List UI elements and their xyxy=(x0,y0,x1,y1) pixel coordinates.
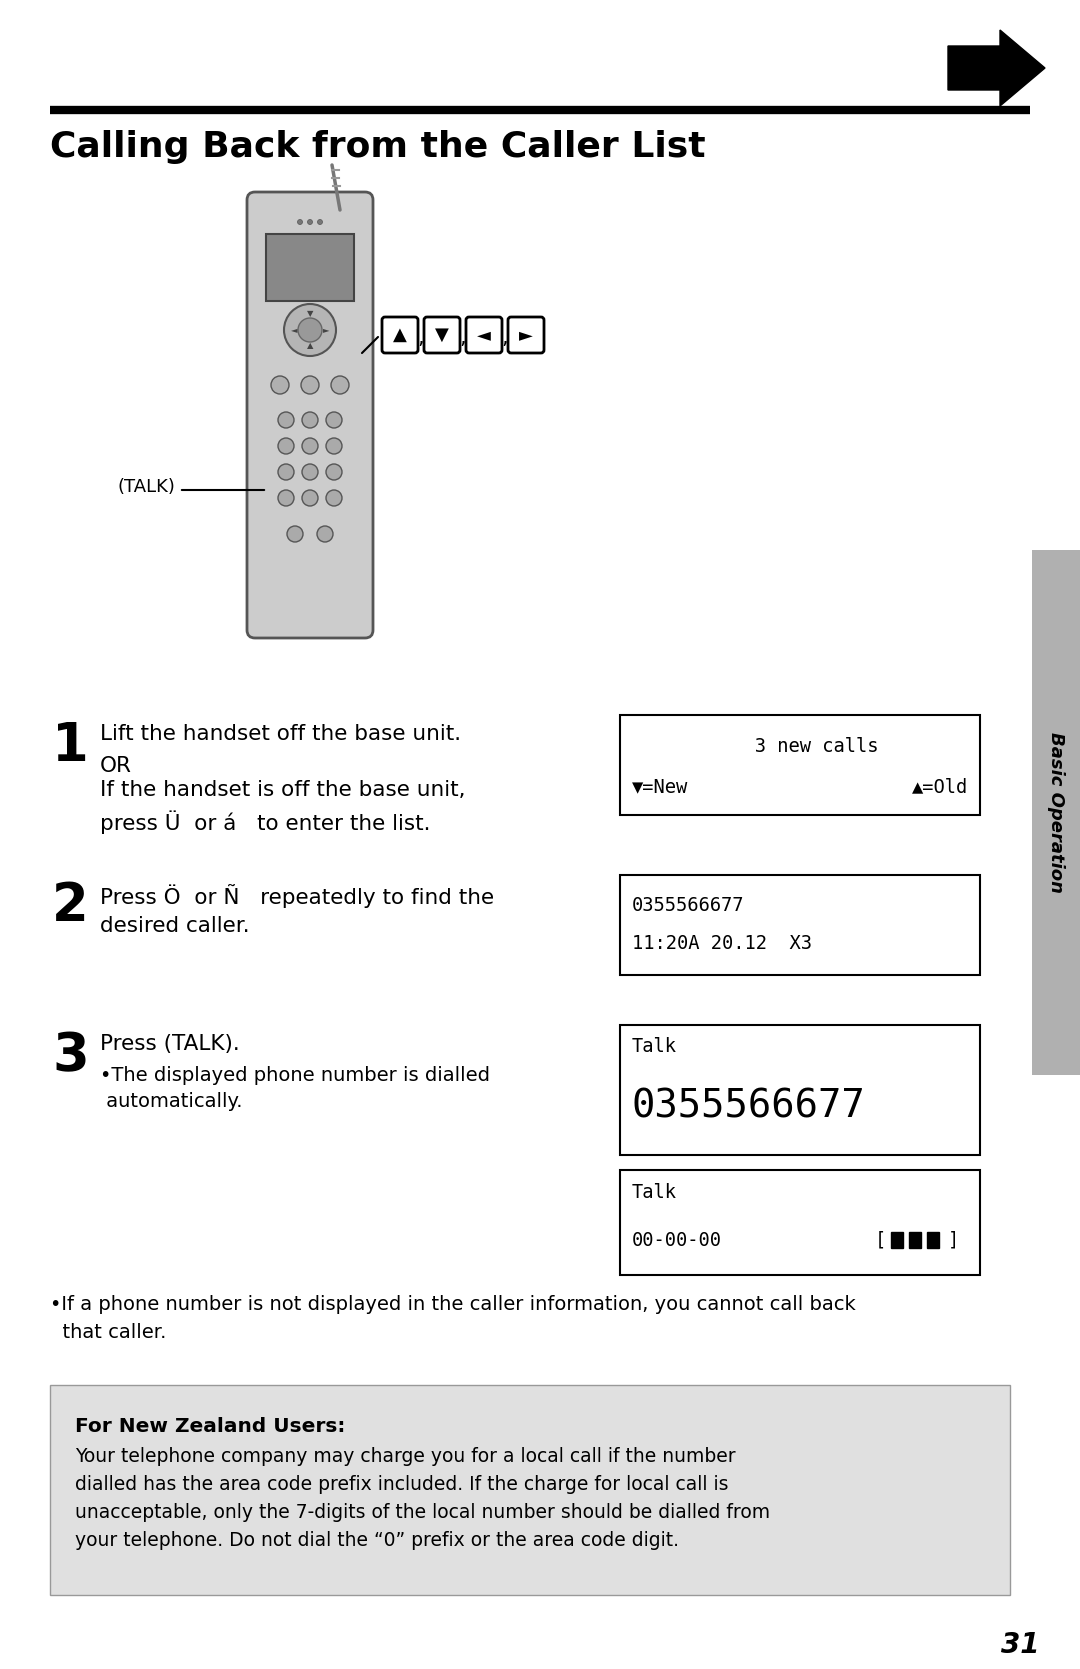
Circle shape xyxy=(326,491,342,506)
Text: ▼: ▼ xyxy=(307,309,313,319)
Text: For New Zealand Users:: For New Zealand Users: xyxy=(75,1417,346,1435)
Text: Talk: Talk xyxy=(632,1038,677,1056)
Text: 0355566677: 0355566677 xyxy=(632,896,744,915)
Text: Lift the handset off the base unit.: Lift the handset off the base unit. xyxy=(100,724,461,744)
Text: Basic Operation: Basic Operation xyxy=(1047,731,1065,893)
FancyBboxPatch shape xyxy=(508,317,544,354)
Circle shape xyxy=(318,526,333,542)
Circle shape xyxy=(297,220,302,225)
Circle shape xyxy=(326,412,342,427)
Text: Your telephone company may charge you for a local call if the number: Your telephone company may charge you fo… xyxy=(75,1447,735,1465)
Bar xyxy=(927,1232,939,1248)
Text: 0355566677: 0355566677 xyxy=(632,1088,866,1127)
Text: ,: , xyxy=(460,329,467,349)
Circle shape xyxy=(308,220,312,225)
Text: your telephone. Do not dial the “0” prefix or the area code digit.: your telephone. Do not dial the “0” pref… xyxy=(75,1530,679,1551)
Circle shape xyxy=(302,437,318,454)
Circle shape xyxy=(330,376,349,394)
Bar xyxy=(891,1232,903,1248)
Text: ▲=Old: ▲=Old xyxy=(912,778,968,796)
Text: [: [ xyxy=(875,1230,887,1250)
Text: press Ü  or á   to enter the list.: press Ü or á to enter the list. xyxy=(100,809,431,833)
FancyBboxPatch shape xyxy=(1032,551,1080,1075)
Text: ]: ] xyxy=(948,1230,959,1250)
Circle shape xyxy=(278,491,294,506)
Text: ◄: ◄ xyxy=(477,325,491,344)
FancyBboxPatch shape xyxy=(50,1385,1010,1596)
Circle shape xyxy=(278,412,294,427)
Bar xyxy=(909,1232,921,1248)
Text: 3: 3 xyxy=(52,1030,89,1082)
Circle shape xyxy=(326,437,342,454)
Text: 1: 1 xyxy=(52,719,89,773)
Circle shape xyxy=(301,376,319,394)
FancyBboxPatch shape xyxy=(382,317,418,354)
Text: ,: , xyxy=(502,329,509,349)
Text: dialled has the area code prefix included. If the charge for local call is: dialled has the area code prefix include… xyxy=(75,1475,729,1494)
FancyBboxPatch shape xyxy=(247,192,373,638)
Text: OR: OR xyxy=(100,756,132,776)
FancyBboxPatch shape xyxy=(465,317,502,354)
Text: ▼=New: ▼=New xyxy=(632,778,688,796)
FancyBboxPatch shape xyxy=(620,1170,980,1275)
Text: ▲: ▲ xyxy=(307,342,313,350)
Text: 3 new calls: 3 new calls xyxy=(721,738,879,756)
Circle shape xyxy=(302,491,318,506)
Text: unacceptable, only the 7-digits of the local number should be dialled from: unacceptable, only the 7-digits of the l… xyxy=(75,1504,770,1522)
FancyBboxPatch shape xyxy=(620,714,980,814)
Polygon shape xyxy=(948,30,1045,107)
Circle shape xyxy=(298,319,322,342)
FancyBboxPatch shape xyxy=(424,317,460,354)
Text: ►: ► xyxy=(323,325,329,334)
Circle shape xyxy=(271,376,289,394)
Text: 00-00-00: 00-00-00 xyxy=(632,1230,723,1250)
Circle shape xyxy=(302,412,318,427)
Text: automatically.: automatically. xyxy=(100,1092,243,1112)
Text: (TALK): (TALK) xyxy=(117,477,175,496)
Circle shape xyxy=(302,464,318,481)
Circle shape xyxy=(284,304,336,355)
Text: 11:20A 20.12  X3: 11:20A 20.12 X3 xyxy=(632,933,812,953)
FancyBboxPatch shape xyxy=(620,1025,980,1155)
Text: •The displayed phone number is dialled: •The displayed phone number is dialled xyxy=(100,1066,490,1085)
Text: desired caller.: desired caller. xyxy=(100,916,249,936)
Circle shape xyxy=(278,437,294,454)
Text: 31: 31 xyxy=(1001,1631,1039,1659)
Circle shape xyxy=(287,526,303,542)
Text: that caller.: that caller. xyxy=(50,1324,166,1342)
Text: 2: 2 xyxy=(52,880,89,931)
Text: ▼: ▼ xyxy=(435,325,449,344)
Text: Press Ö  or Ñ   repeatedly to find the: Press Ö or Ñ repeatedly to find the xyxy=(100,885,495,908)
Text: ,: , xyxy=(418,329,424,349)
Circle shape xyxy=(318,220,323,225)
Text: Calling Back from the Caller List: Calling Back from the Caller List xyxy=(50,130,705,164)
Text: ▲: ▲ xyxy=(393,325,407,344)
Text: Talk: Talk xyxy=(632,1183,677,1202)
FancyBboxPatch shape xyxy=(266,234,354,300)
Text: Press (TALK).: Press (TALK). xyxy=(100,1035,240,1055)
Text: ►: ► xyxy=(519,325,532,344)
Text: If the handset is off the base unit,: If the handset is off the base unit, xyxy=(100,779,465,799)
FancyBboxPatch shape xyxy=(620,875,980,975)
Text: ◄: ◄ xyxy=(291,325,297,334)
Circle shape xyxy=(278,464,294,481)
Circle shape xyxy=(326,464,342,481)
Text: •If a phone number is not displayed in the caller information, you cannot call b: •If a phone number is not displayed in t… xyxy=(50,1295,855,1314)
